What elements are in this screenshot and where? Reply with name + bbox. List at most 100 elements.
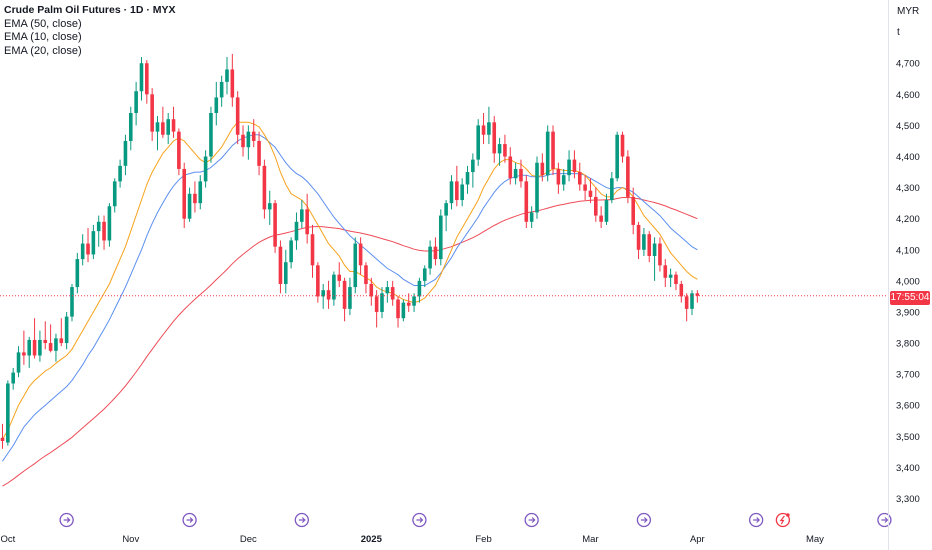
price-axis-separator (888, 0, 889, 550)
candle-body (80, 243, 85, 260)
candle (38, 330, 42, 362)
candle (203, 150, 208, 188)
candle-body (230, 69, 235, 98)
candle-body (118, 165, 122, 182)
candle-body (54, 338, 58, 351)
candle-body (198, 181, 203, 204)
candle-body (652, 243, 657, 256)
candle (86, 228, 90, 263)
candle (134, 81, 138, 126)
candle (374, 290, 379, 328)
candle-body (209, 112, 213, 157)
candle (524, 175, 529, 229)
event-marker-icon[interactable] (877, 512, 892, 528)
candle (187, 187, 192, 222)
candle (438, 209, 443, 266)
candle-body (59, 338, 64, 344)
event-marker-icon[interactable] (524, 512, 539, 528)
candle (380, 287, 384, 319)
candle-body (187, 193, 192, 219)
candle (262, 159, 267, 219)
candle-body (385, 287, 390, 294)
candle-body (241, 134, 245, 148)
candle-body (348, 287, 352, 309)
candle-body (161, 122, 165, 135)
candle (535, 156, 539, 219)
candle-body (193, 193, 197, 204)
x-tick-label: Nov (122, 534, 139, 545)
candle-body (48, 343, 53, 351)
candle-body (540, 162, 545, 176)
symbol-title[interactable]: Crude Palm Oil Futures · 1D · MYX (4, 4, 176, 16)
candle-body (679, 283, 684, 297)
candle-body (380, 293, 384, 312)
candle-body (43, 339, 48, 344)
legend-ema50[interactable]: EMA (50, close) (4, 17, 82, 30)
candle-body (658, 243, 662, 266)
y-tick-label: 4,400 (896, 152, 920, 163)
y-tick-label: 3,600 (896, 401, 920, 412)
candle (428, 240, 432, 275)
candle (102, 215, 106, 250)
candle (230, 53, 235, 107)
candle (348, 277, 352, 316)
current-price-tag: 17:55:04 (890, 291, 930, 305)
candle (422, 265, 427, 288)
y-tick-label: 3,900 (896, 307, 920, 318)
candle-body (572, 159, 577, 173)
event-marker-icon[interactable] (59, 512, 74, 528)
event-marker-icon[interactable] (636, 512, 652, 528)
candle (487, 106, 491, 145)
candle-body (663, 265, 668, 278)
candle-body (390, 287, 395, 300)
legend-ema10[interactable]: EMA (10, close) (4, 31, 82, 43)
candle-body (412, 296, 416, 306)
candle (166, 112, 170, 145)
candle (513, 162, 518, 185)
candle (519, 159, 523, 188)
legend-ema20[interactable]: EMA (20, close) (4, 44, 82, 57)
candle-body (251, 131, 256, 141)
candle-body (278, 246, 283, 284)
candle-body (75, 259, 80, 288)
candle-body (64, 316, 69, 344)
candle (257, 131, 261, 176)
candle-body (219, 81, 224, 98)
candle-body (300, 209, 304, 222)
candle (540, 153, 545, 182)
event-marker-icon[interactable] (182, 512, 197, 528)
y-tick-label: 4,500 (896, 121, 920, 132)
candle-body (492, 122, 497, 154)
candle (412, 293, 416, 312)
candle (300, 200, 304, 229)
candle (246, 125, 251, 160)
event-marker-icon[interactable] (294, 512, 309, 528)
candle-body (684, 296, 689, 309)
candle-body (358, 243, 363, 266)
unit-label[interactable]: t (897, 27, 900, 38)
candle (289, 237, 293, 269)
candle (145, 60, 149, 104)
currency-label[interactable]: MYR (897, 6, 920, 17)
candle-body (321, 290, 325, 297)
candle (396, 296, 400, 328)
candle (674, 271, 678, 291)
candle (54, 333, 58, 362)
candle (604, 193, 609, 225)
event-markers[interactable] (59, 512, 892, 528)
candle (385, 280, 390, 303)
event-marker-icon[interactable] (412, 512, 427, 528)
candle (626, 150, 630, 204)
candle (43, 321, 48, 350)
candle-body (487, 122, 491, 135)
candle (390, 280, 395, 306)
candle (75, 252, 80, 294)
candle (283, 249, 288, 294)
candle-body (567, 159, 571, 176)
event-marker-icon[interactable] (748, 512, 764, 528)
candle (679, 280, 684, 303)
candle (198, 175, 203, 210)
x-tick-label: Mar (582, 534, 598, 545)
current-event-icon[interactable] (775, 512, 791, 528)
